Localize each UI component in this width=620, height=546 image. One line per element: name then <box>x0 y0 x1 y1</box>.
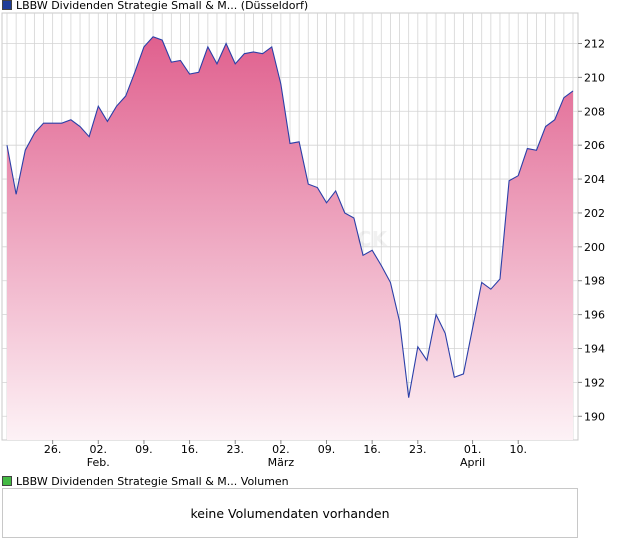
x-tick-label: 23. <box>409 443 427 456</box>
volume-legend-label: LBBW Dividenden Strategie Small & M... V… <box>16 475 289 488</box>
y-tick-label: 194 <box>584 343 605 356</box>
y-tick-label: 212 <box>584 38 605 51</box>
y-tick-label: 208 <box>584 105 605 118</box>
price-legend-swatch <box>2 0 12 10</box>
x-tick-label: 23. <box>226 443 244 456</box>
price-legend-label: LBBW Dividenden Strategie Small & M... (… <box>16 0 309 12</box>
y-tick-label: 200 <box>584 241 605 254</box>
y-tick-label: 204 <box>584 173 605 186</box>
price-legend: LBBW Dividenden Strategie Small & M... (… <box>2 0 308 12</box>
x-tick-month-label: April <box>460 456 485 469</box>
y-tick-label: 198 <box>584 275 605 288</box>
x-tick-label: 02. <box>272 443 290 456</box>
x-tick-label: 10. <box>509 443 527 456</box>
volume-panel: keine Volumendaten vorhanden <box>2 488 578 538</box>
x-tick-label: 16. <box>363 443 381 456</box>
x-tick-month-label: März <box>268 456 295 469</box>
x-tick-label: 02. <box>90 443 108 456</box>
watermark: CK <box>357 227 389 251</box>
x-tick-label: 16. <box>181 443 199 456</box>
y-tick-label: 202 <box>584 207 605 220</box>
x-tick-label: 09. <box>318 443 336 456</box>
y-tick-label: 192 <box>584 376 605 389</box>
y-tick-label: 190 <box>584 410 605 423</box>
x-tick-label: 09. <box>135 443 153 456</box>
x-tick-label: 01. <box>464 443 482 456</box>
y-axis: 190 192 194 196 198 200 202 204 206 208 210 212 <box>578 38 605 423</box>
x-tick-month-label: Feb. <box>87 456 110 469</box>
y-tick-label: 196 <box>584 309 605 322</box>
volume-legend-swatch <box>2 476 12 486</box>
price-chart: CK 190192194196198200202204206208210212 … <box>1 12 605 469</box>
volume-empty-message: keine Volumendaten vorhanden <box>190 505 390 521</box>
y-tick-label: 210 <box>584 71 605 84</box>
y-tick-label: 206 <box>584 139 605 152</box>
x-tick-label: 26. <box>44 443 62 456</box>
price-line <box>6 36 574 398</box>
volume-legend: LBBW Dividenden Strategie Small & M... V… <box>2 476 289 488</box>
